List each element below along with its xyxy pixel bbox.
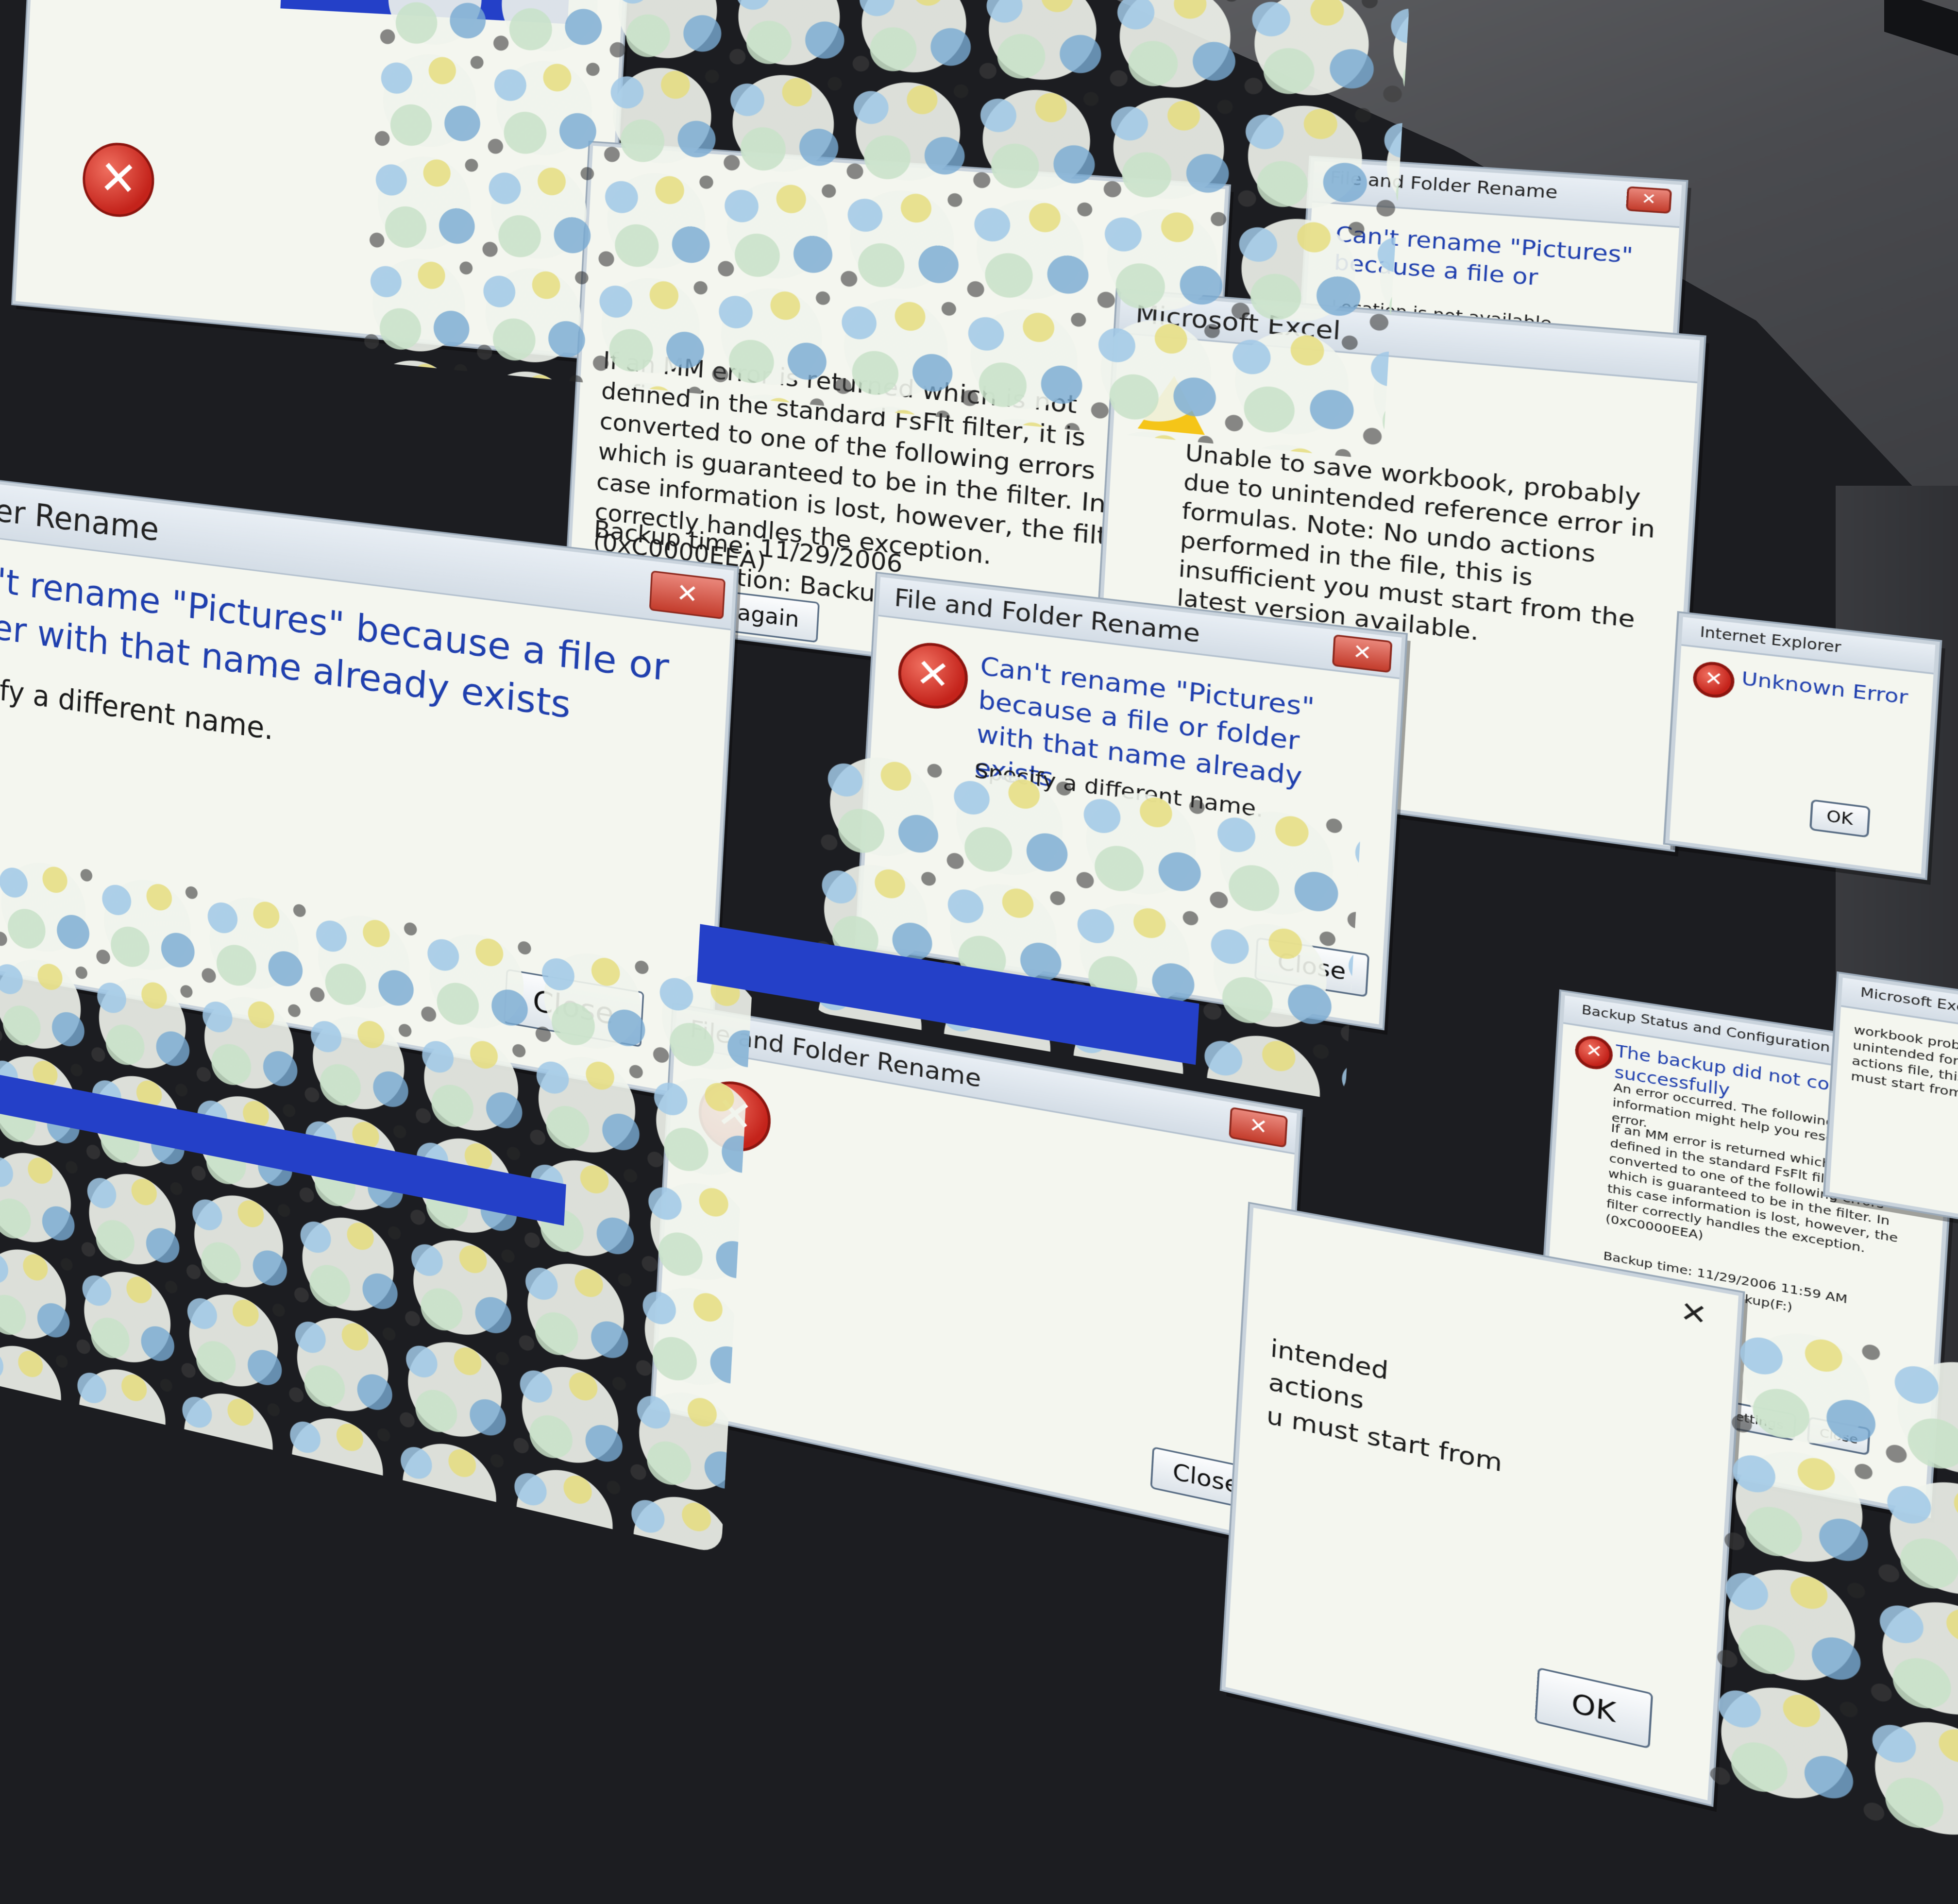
ok-button[interactable]: OK xyxy=(1535,1667,1654,1749)
warning-icon xyxy=(1138,373,1208,435)
error-icon: ✕ xyxy=(697,1076,773,1157)
close-button[interactable]: Close xyxy=(504,969,644,1047)
close-icon[interactable]: ✕ xyxy=(1663,1294,1724,1335)
background-dialog-top-left: ✕ xyxy=(13,0,628,359)
error-icon: ✕ xyxy=(81,140,156,220)
error-message: Unknown Error xyxy=(1741,665,1909,711)
dialog-title: File and Folder Rename xyxy=(1330,168,1558,204)
dialog-file-folder-rename-center: File and Folder Rename ✕ ✕ Can't rename … xyxy=(857,574,1406,1029)
dialog-bottom-rename: File and Folder Rename ✕ ✕ Close xyxy=(652,1004,1301,1544)
error-icon: ✕ xyxy=(896,639,969,713)
dialog-title: Microsoft Excel xyxy=(1135,300,1342,346)
glitch-blue-bar xyxy=(0,1061,566,1226)
close-icon[interactable]: ✕ xyxy=(1229,1107,1288,1148)
close-button[interactable]: Close xyxy=(1254,937,1369,997)
title-bar-fragment xyxy=(280,0,569,24)
error-message: Can't rename "Pictures" because a file o… xyxy=(1333,220,1665,302)
dialog-title: Folder Rename xyxy=(0,486,160,549)
excel-error-message: workbook probably due to unintended form… xyxy=(1851,1021,1958,1127)
dialog-ie-error: Internet Explorer ✕ Unknown Error OK xyxy=(1665,613,1940,878)
close-icon[interactable]: ✕ xyxy=(1626,186,1672,214)
close-icon[interactable]: ✕ xyxy=(1332,634,1393,673)
dialog-title: Internet Explorer xyxy=(1700,624,1842,656)
dialog-bottom-excel: ✕ intended actions u must start from OK xyxy=(1222,1204,1743,1804)
title-bar: File and Folder Rename ✕ xyxy=(1312,161,1682,228)
close-button[interactable]: Close xyxy=(1807,1416,1871,1456)
excel-text-3: u must start from xyxy=(1266,1397,1503,1482)
close-icon[interactable]: ✕ xyxy=(649,570,726,619)
error-icon: ✕ xyxy=(1574,1034,1614,1072)
ok-button[interactable]: OK xyxy=(1809,799,1870,838)
dialog-title: Microsoft Excel xyxy=(1860,985,1958,1018)
dialog-folder-rename-large: Folder Rename ✕ Can't rename "Pictures" … xyxy=(0,472,737,1101)
error-icon: ✕ xyxy=(1692,660,1735,700)
